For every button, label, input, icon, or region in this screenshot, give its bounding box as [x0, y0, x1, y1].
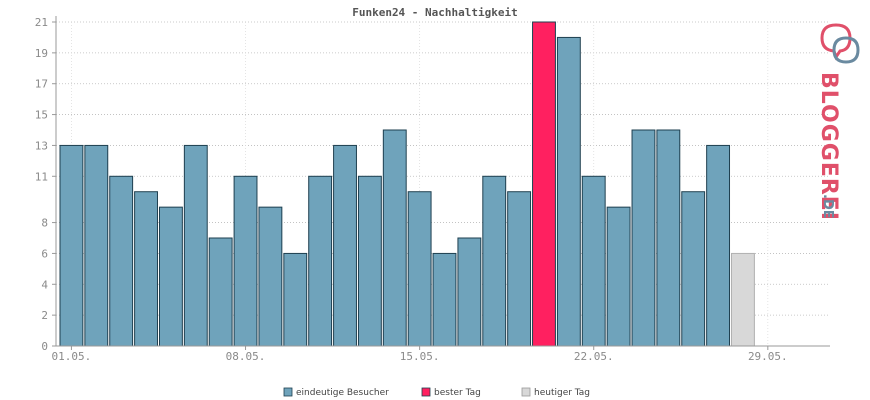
bar-visitors [308, 175, 333, 347]
y-tick-label: 17 [35, 78, 48, 91]
y-tick-label: 21 [35, 16, 48, 29]
x-tick-label: 01.05. [52, 350, 92, 363]
bar-visitors [233, 175, 258, 347]
x-tick-label: 22.05. [574, 350, 614, 363]
bar-visitors [556, 36, 581, 347]
y-tick-label: 4 [41, 278, 48, 291]
y-tick-label: 0 [41, 340, 48, 353]
legend-item-best-day: bester Tag [421, 387, 481, 398]
bar-visitors [283, 252, 308, 347]
legend-label-visitors: eindeutige Besucher [296, 388, 389, 398]
bar-today [731, 252, 755, 347]
bar-visitors [656, 129, 681, 347]
legend-item-visitors: eindeutige Besucher [283, 387, 389, 398]
bloggerei-logo: BLOGGEREI .DE [816, 23, 860, 221]
legend-label-today: heutiger Tag [534, 388, 590, 398]
bar-visitors [333, 144, 357, 347]
bar-visitors [507, 191, 532, 347]
bar-visitors [109, 175, 134, 347]
bar-visitors [457, 237, 482, 347]
x-tick-labels: 01.05. 08.05. 15.05. 22.05. 29.05. [52, 346, 788, 363]
bar-visitors [482, 175, 507, 347]
bar-visitors [84, 144, 109, 347]
bar-visitors [581, 175, 606, 347]
legend-swatch-today [521, 387, 531, 397]
bar-visitors [59, 144, 84, 347]
bar-visitors [183, 144, 208, 347]
bar-visitors [606, 206, 631, 347]
bar-visitors [158, 206, 183, 347]
bar-best-day [532, 21, 556, 347]
axes [55, 16, 830, 347]
x-tick-label: 08.05. [226, 350, 266, 363]
bar-visitors [258, 206, 283, 347]
y-tick-label: 8 [41, 217, 48, 230]
x-tick-label: 15.05. [400, 350, 440, 363]
bars [59, 21, 755, 347]
legend-label-best-day: bester Tag [434, 388, 481, 398]
logo-icon [820, 23, 860, 64]
bar-visitors [706, 144, 731, 347]
x-tick-label: 29.05. [748, 350, 788, 363]
bar-visitors [631, 129, 656, 347]
y-tick-label: 2 [41, 309, 48, 322]
y-tick-label: 6 [41, 247, 48, 260]
bar-visitors [208, 237, 233, 347]
bar-visitors [681, 191, 706, 347]
bar-visitors [407, 191, 432, 347]
y-tick-label: 13 [35, 139, 48, 152]
legend-swatch-best-day [421, 387, 431, 397]
logo-brand-text: BLOGGEREI [816, 72, 841, 221]
logo-suffix-text: .DE [820, 194, 835, 219]
bar-visitors [382, 129, 407, 347]
y-tick-labels: 0 2 4 6 8 11 13 15 17 19 21 [35, 16, 49, 353]
legend-item-today: heutiger Tag [521, 387, 590, 398]
y-tick-label: 19 [35, 47, 48, 60]
chart-title: Funken24 - Nachhaltigkeit [352, 6, 518, 19]
bar-visitors [432, 252, 457, 347]
y-tick-label: 15 [35, 109, 48, 122]
bar-visitors [357, 175, 382, 347]
legend: eindeutige Besucher bester Tag heutiger … [283, 387, 590, 398]
legend-swatch-visitors [283, 387, 293, 397]
bar-visitors [134, 191, 158, 347]
y-tick-label: 11 [35, 170, 48, 183]
